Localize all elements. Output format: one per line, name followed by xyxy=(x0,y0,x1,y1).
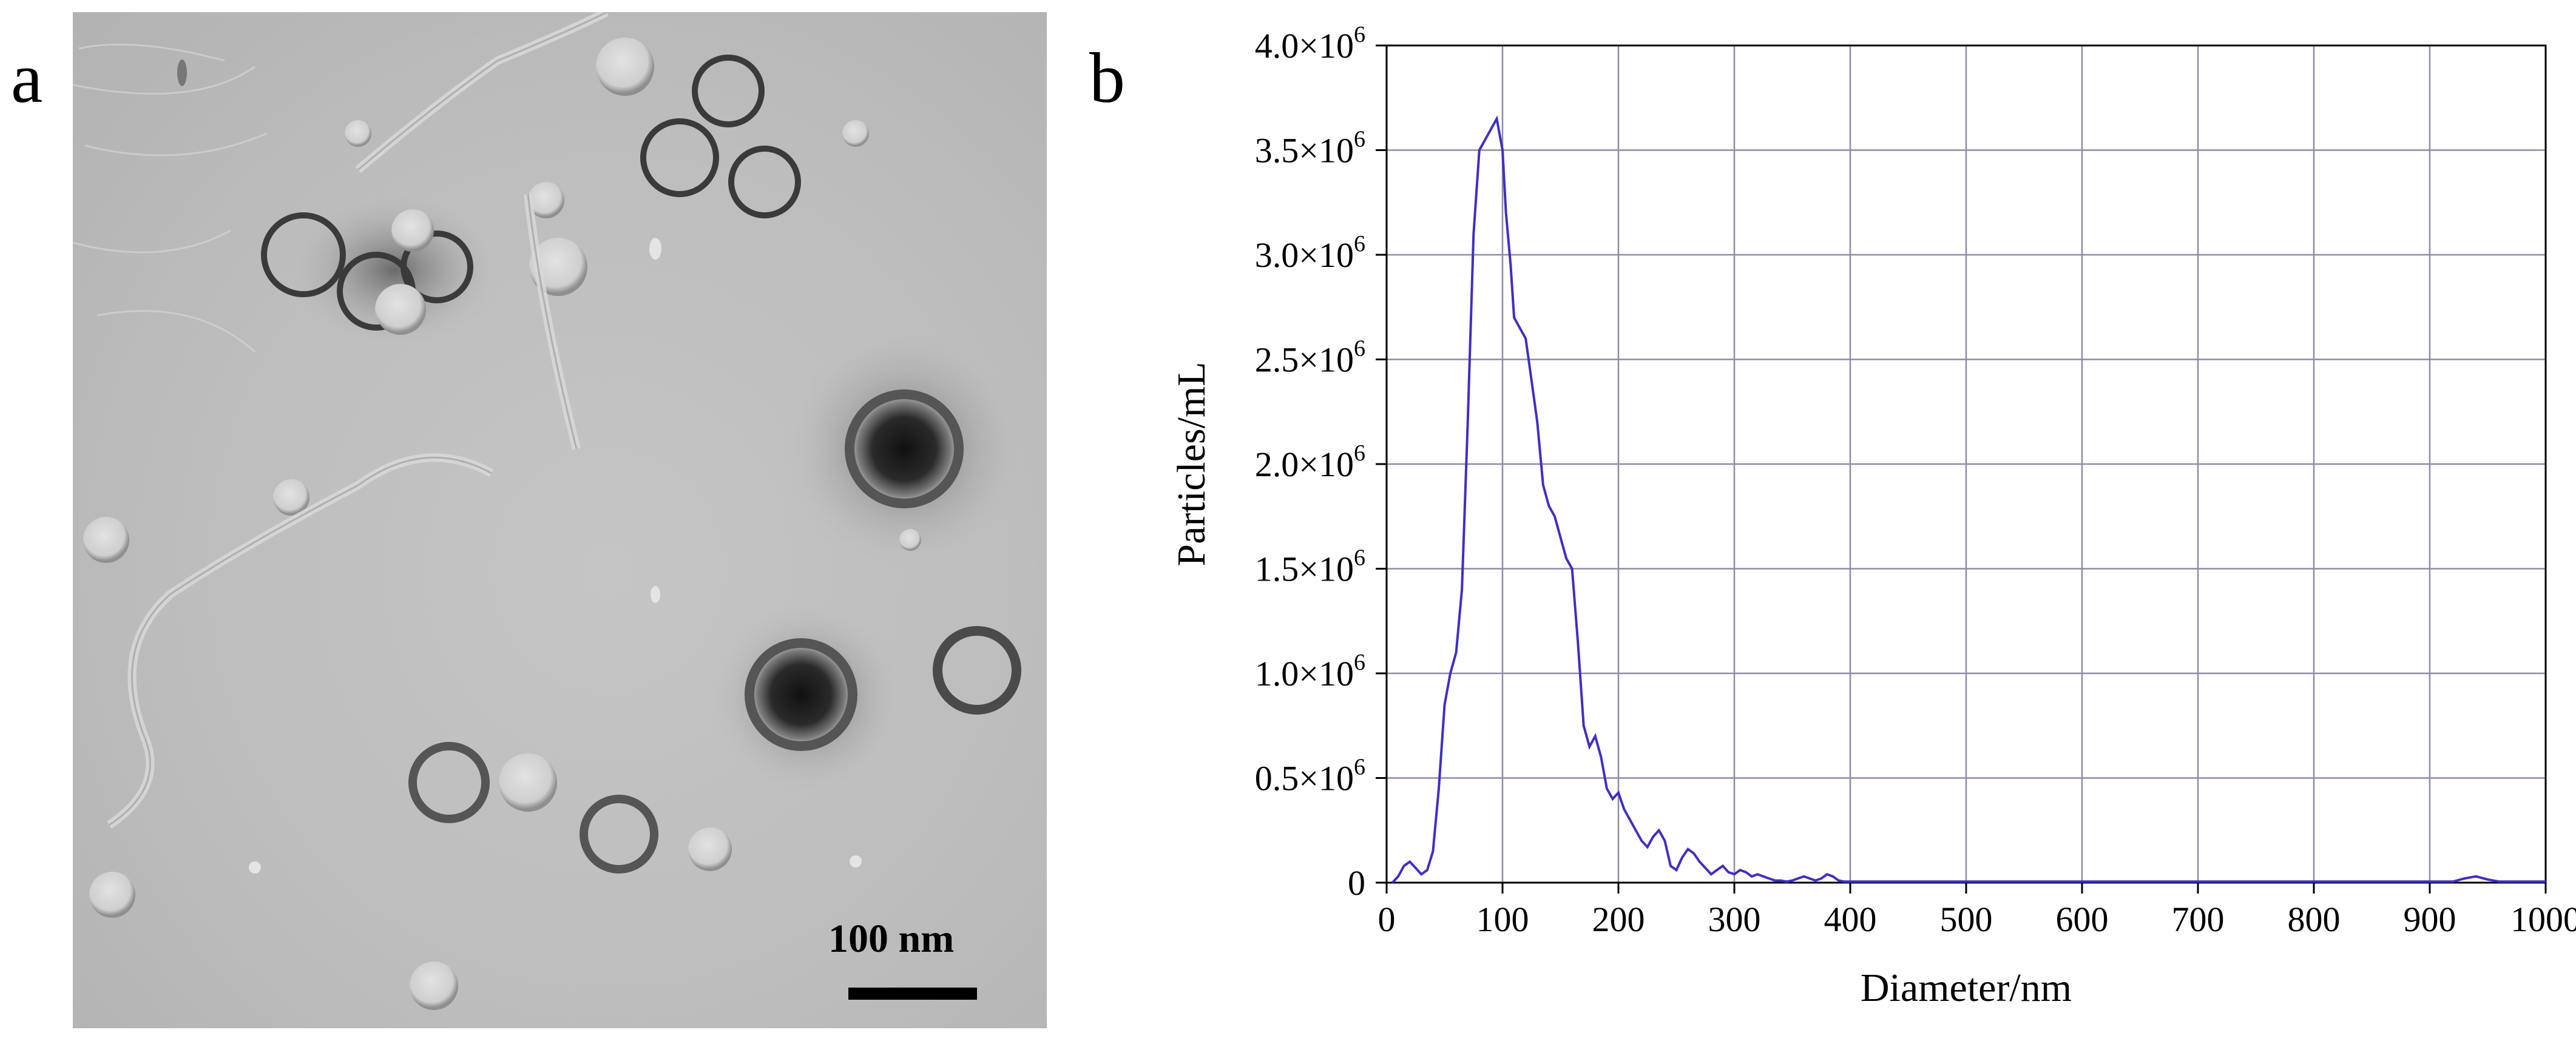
y-tick-label: 3.0×106 xyxy=(1255,231,1365,275)
size-distribution-chart: 0 100 200 300 400 500 600 700 800 900 1000 0 0.5×106… xyxy=(1089,0,2576,1041)
x-tick-label: 100 xyxy=(1476,900,1529,939)
x-tick-label: 400 xyxy=(1824,900,1877,939)
scale-bar-label: 100 nm xyxy=(828,917,955,961)
x-tick-label: 1000 xyxy=(2510,900,2576,939)
y-tick-label: 1.5×106 xyxy=(1255,545,1365,589)
x-tick-label: 200 xyxy=(1592,900,1645,939)
y-tick-label: 2.0×106 xyxy=(1255,440,1365,484)
y-tick-label: 4.0×106 xyxy=(1255,22,1365,66)
x-axis-label: Diameter/nm xyxy=(1861,966,2072,1010)
y-tick-label: 0 xyxy=(1348,863,1365,903)
x-tick-label: 700 xyxy=(2172,900,2225,939)
panel-a-letter: a xyxy=(11,38,43,118)
tem-micrograph: 100 nm xyxy=(73,12,1047,1028)
scale-bar xyxy=(848,988,977,1000)
x-tick-label: 0 xyxy=(1378,900,1396,939)
y-axis-label: Particles/mL xyxy=(1169,362,1214,566)
panel-b-letter: b xyxy=(1089,38,1125,118)
tem-image-content xyxy=(73,12,1026,1010)
series-line xyxy=(1391,115,2546,884)
y-tick-label: 3.5×106 xyxy=(1255,127,1365,170)
x-tick-label: 300 xyxy=(1708,900,1761,939)
chart-svg: 0 100 200 300 400 500 600 700 800 900 1000 0 0.5×106… xyxy=(1169,22,2576,1010)
x-tick-label: 600 xyxy=(2056,900,2109,939)
y-tick-label: 1.0×106 xyxy=(1255,650,1365,693)
x-tick-label: 500 xyxy=(1940,900,1993,939)
x-tick-label: 800 xyxy=(2288,900,2341,939)
y-tick-label: 0.5×106 xyxy=(1255,755,1365,798)
y-tick-label: 2.5×106 xyxy=(1255,336,1365,380)
x-tick-label: 900 xyxy=(2404,900,2456,939)
